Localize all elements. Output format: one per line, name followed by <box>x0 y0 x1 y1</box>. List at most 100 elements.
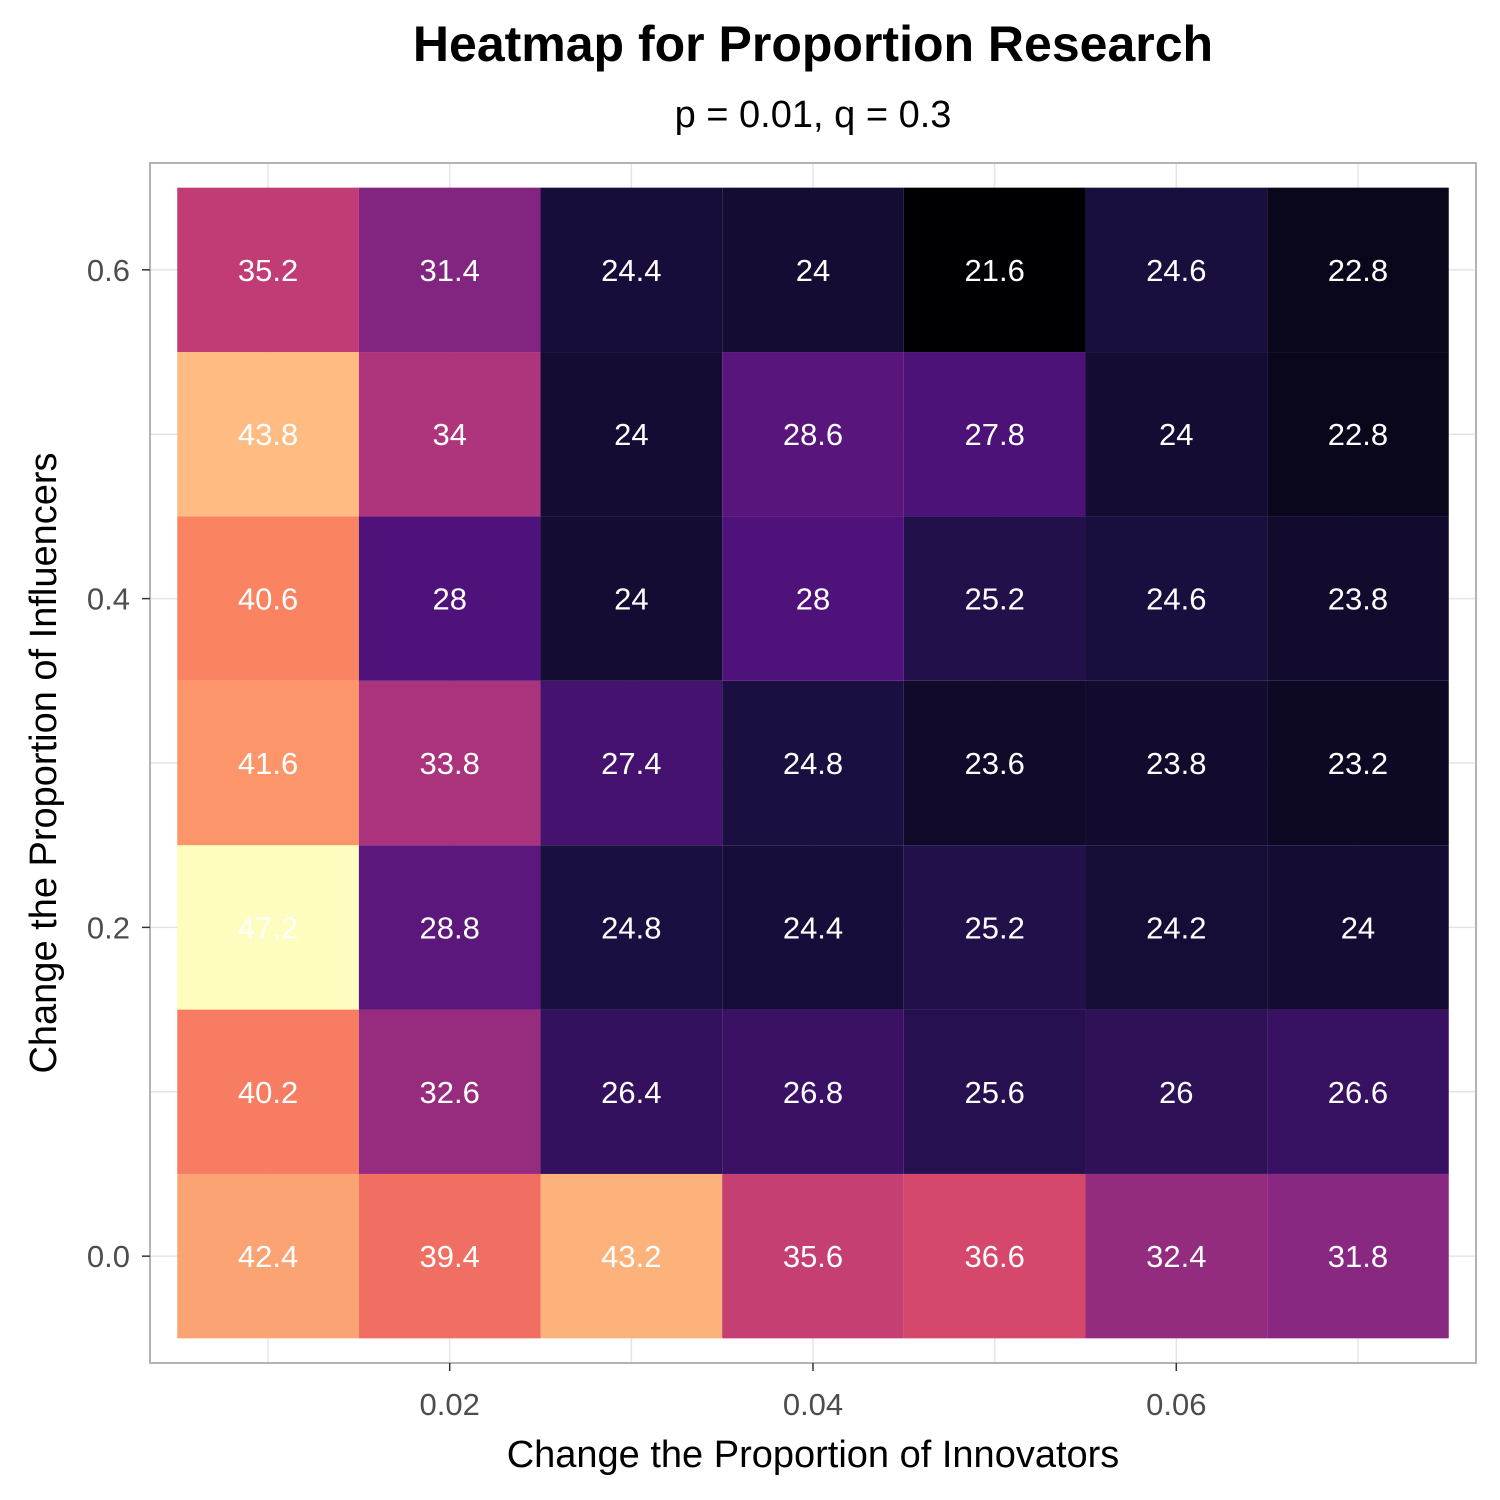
cell-value-label: 23.6 <box>964 746 1024 781</box>
x-tick-label: 0.02 <box>420 1387 480 1422</box>
heatmap-cell <box>540 516 723 681</box>
cell-value-label: 26.6 <box>1328 1075 1388 1110</box>
cell-value-label: 31.4 <box>420 253 480 288</box>
cell-value-label: 25.2 <box>964 910 1024 945</box>
y-tick-label: 0.4 <box>87 582 130 617</box>
heatmap-cell <box>358 352 541 517</box>
heatmap-cell <box>177 1009 359 1174</box>
cell-value-label: 34 <box>432 417 466 452</box>
cell-value-label: 27.4 <box>601 746 661 781</box>
cell-value-label: 27.8 <box>964 417 1024 452</box>
heatmap-cell <box>1085 187 1268 353</box>
x-axis-ticks: 0.02 0.04 0.06 <box>420 1363 1206 1422</box>
heatmap-cell <box>358 680 541 846</box>
cell-value-label: 28.8 <box>420 910 480 945</box>
heatmap-cell <box>1085 680 1268 846</box>
heatmap-cell <box>722 1173 904 1339</box>
cell-value-label: 28 <box>432 582 466 617</box>
heatmap-cell <box>177 516 359 681</box>
cell-value-label: 32.4 <box>1146 1239 1206 1274</box>
cell-value-label: 35.2 <box>238 253 298 288</box>
cell-value-label: 40.6 <box>238 582 298 617</box>
cell-labels: 42.4 39.4 43.2 35.6 36.6 32.4 31.8 40.2 32.6 26.4… <box>238 253 1388 1274</box>
y-axis-ticks: 0.0 0.2 0.4 0.6 <box>87 253 150 1274</box>
heatmap-cell <box>903 1173 1086 1339</box>
heatmap-cell <box>903 187 1086 353</box>
heatmap-cell <box>903 516 1086 681</box>
cell-value-label: 22.8 <box>1328 417 1388 452</box>
heatmap-cell <box>1085 516 1268 681</box>
cell-value-label: 39.4 <box>420 1239 480 1274</box>
heatmap-cell <box>1085 845 1268 1010</box>
heatmap-cell <box>540 1009 723 1174</box>
cell-value-label: 24.8 <box>783 746 843 781</box>
cell-value-label: 43.2 <box>601 1239 661 1274</box>
cell-value-label: 36.6 <box>964 1239 1024 1274</box>
heatmap-cell <box>540 845 723 1010</box>
chart-subtitle: p = 0.01, q = 0.3 <box>674 94 952 136</box>
x-axis-title: Change the Proportion of Innovators <box>507 1434 1120 1476</box>
x-tick-label: 0.04 <box>783 1387 843 1422</box>
chart-title: Heatmap for Proportion Research <box>412 16 1214 72</box>
heatmap-cell <box>177 845 359 1010</box>
heatmap-cell <box>1267 1009 1449 1174</box>
cell-value-label: 26.4 <box>601 1075 661 1110</box>
heatmap-cell <box>358 516 541 681</box>
heatmap-cell <box>1267 1173 1449 1339</box>
heatmap-cell <box>1267 352 1449 517</box>
heatmap-cell <box>903 845 1086 1010</box>
heatmap-cell <box>358 187 541 353</box>
y-tick-label: 0.0 <box>87 1239 130 1274</box>
cell-value-label: 35.6 <box>783 1239 843 1274</box>
cell-value-label: 24 <box>1159 417 1193 452</box>
heatmap-cell <box>358 845 541 1010</box>
heatmap-cell <box>540 352 723 517</box>
cell-value-label: 21.6 <box>964 253 1024 288</box>
heatmap-cell <box>722 187 904 353</box>
heatmap-cell <box>722 845 904 1010</box>
cell-value-label: 42.4 <box>238 1239 298 1274</box>
cell-value-label: 47.2 <box>238 910 298 945</box>
heatmap-cell <box>1267 680 1449 846</box>
heatmap-cell <box>177 1173 359 1339</box>
heatmap-cell <box>722 516 904 681</box>
cell-value-label: 28 <box>796 582 830 617</box>
heatmap-cell <box>358 1173 541 1339</box>
heatmap-cell <box>540 680 723 846</box>
cell-value-label: 22.8 <box>1328 253 1388 288</box>
cell-value-label: 26.8 <box>783 1075 843 1110</box>
heatmap-cell <box>358 1009 541 1174</box>
heatmap-cells <box>177 187 1449 1339</box>
heatmap-cell <box>722 680 904 846</box>
cell-value-label: 25.2 <box>964 582 1024 617</box>
cell-value-label: 24.6 <box>1146 253 1206 288</box>
heatmap-cell <box>540 1173 723 1339</box>
heatmap-cell <box>903 352 1086 517</box>
heatmap-cell <box>1085 1009 1268 1174</box>
cell-value-label: 23.2 <box>1328 746 1388 781</box>
cell-value-label: 24.4 <box>601 253 661 288</box>
cell-value-label: 43.8 <box>238 417 298 452</box>
y-tick-label: 0.2 <box>87 910 130 945</box>
heatmap-cell <box>1267 187 1449 353</box>
heatmap-cell <box>177 187 359 353</box>
heatmap-cell <box>1267 845 1449 1010</box>
heatmap-cell <box>177 680 359 846</box>
cell-value-label: 28.6 <box>783 417 843 452</box>
y-tick-label: 0.6 <box>87 253 130 288</box>
heatmap-cell <box>903 680 1086 846</box>
cell-value-label: 23.8 <box>1328 582 1388 617</box>
cell-value-label: 40.2 <box>238 1075 298 1110</box>
y-axis-title: Change the Proportion of Influencers <box>23 452 65 1073</box>
cell-value-label: 24.4 <box>783 910 843 945</box>
cell-value-label: 26 <box>1159 1075 1193 1110</box>
heatmap-cell <box>1085 352 1268 517</box>
heatmap-cell <box>540 187 723 353</box>
cell-value-label: 24 <box>1341 910 1375 945</box>
cell-value-label: 33.8 <box>420 746 480 781</box>
heatmap-cell <box>1267 516 1449 681</box>
cell-value-label: 25.6 <box>964 1075 1024 1110</box>
heatmap-cell <box>1085 1173 1268 1339</box>
cell-value-label: 24 <box>796 253 830 288</box>
